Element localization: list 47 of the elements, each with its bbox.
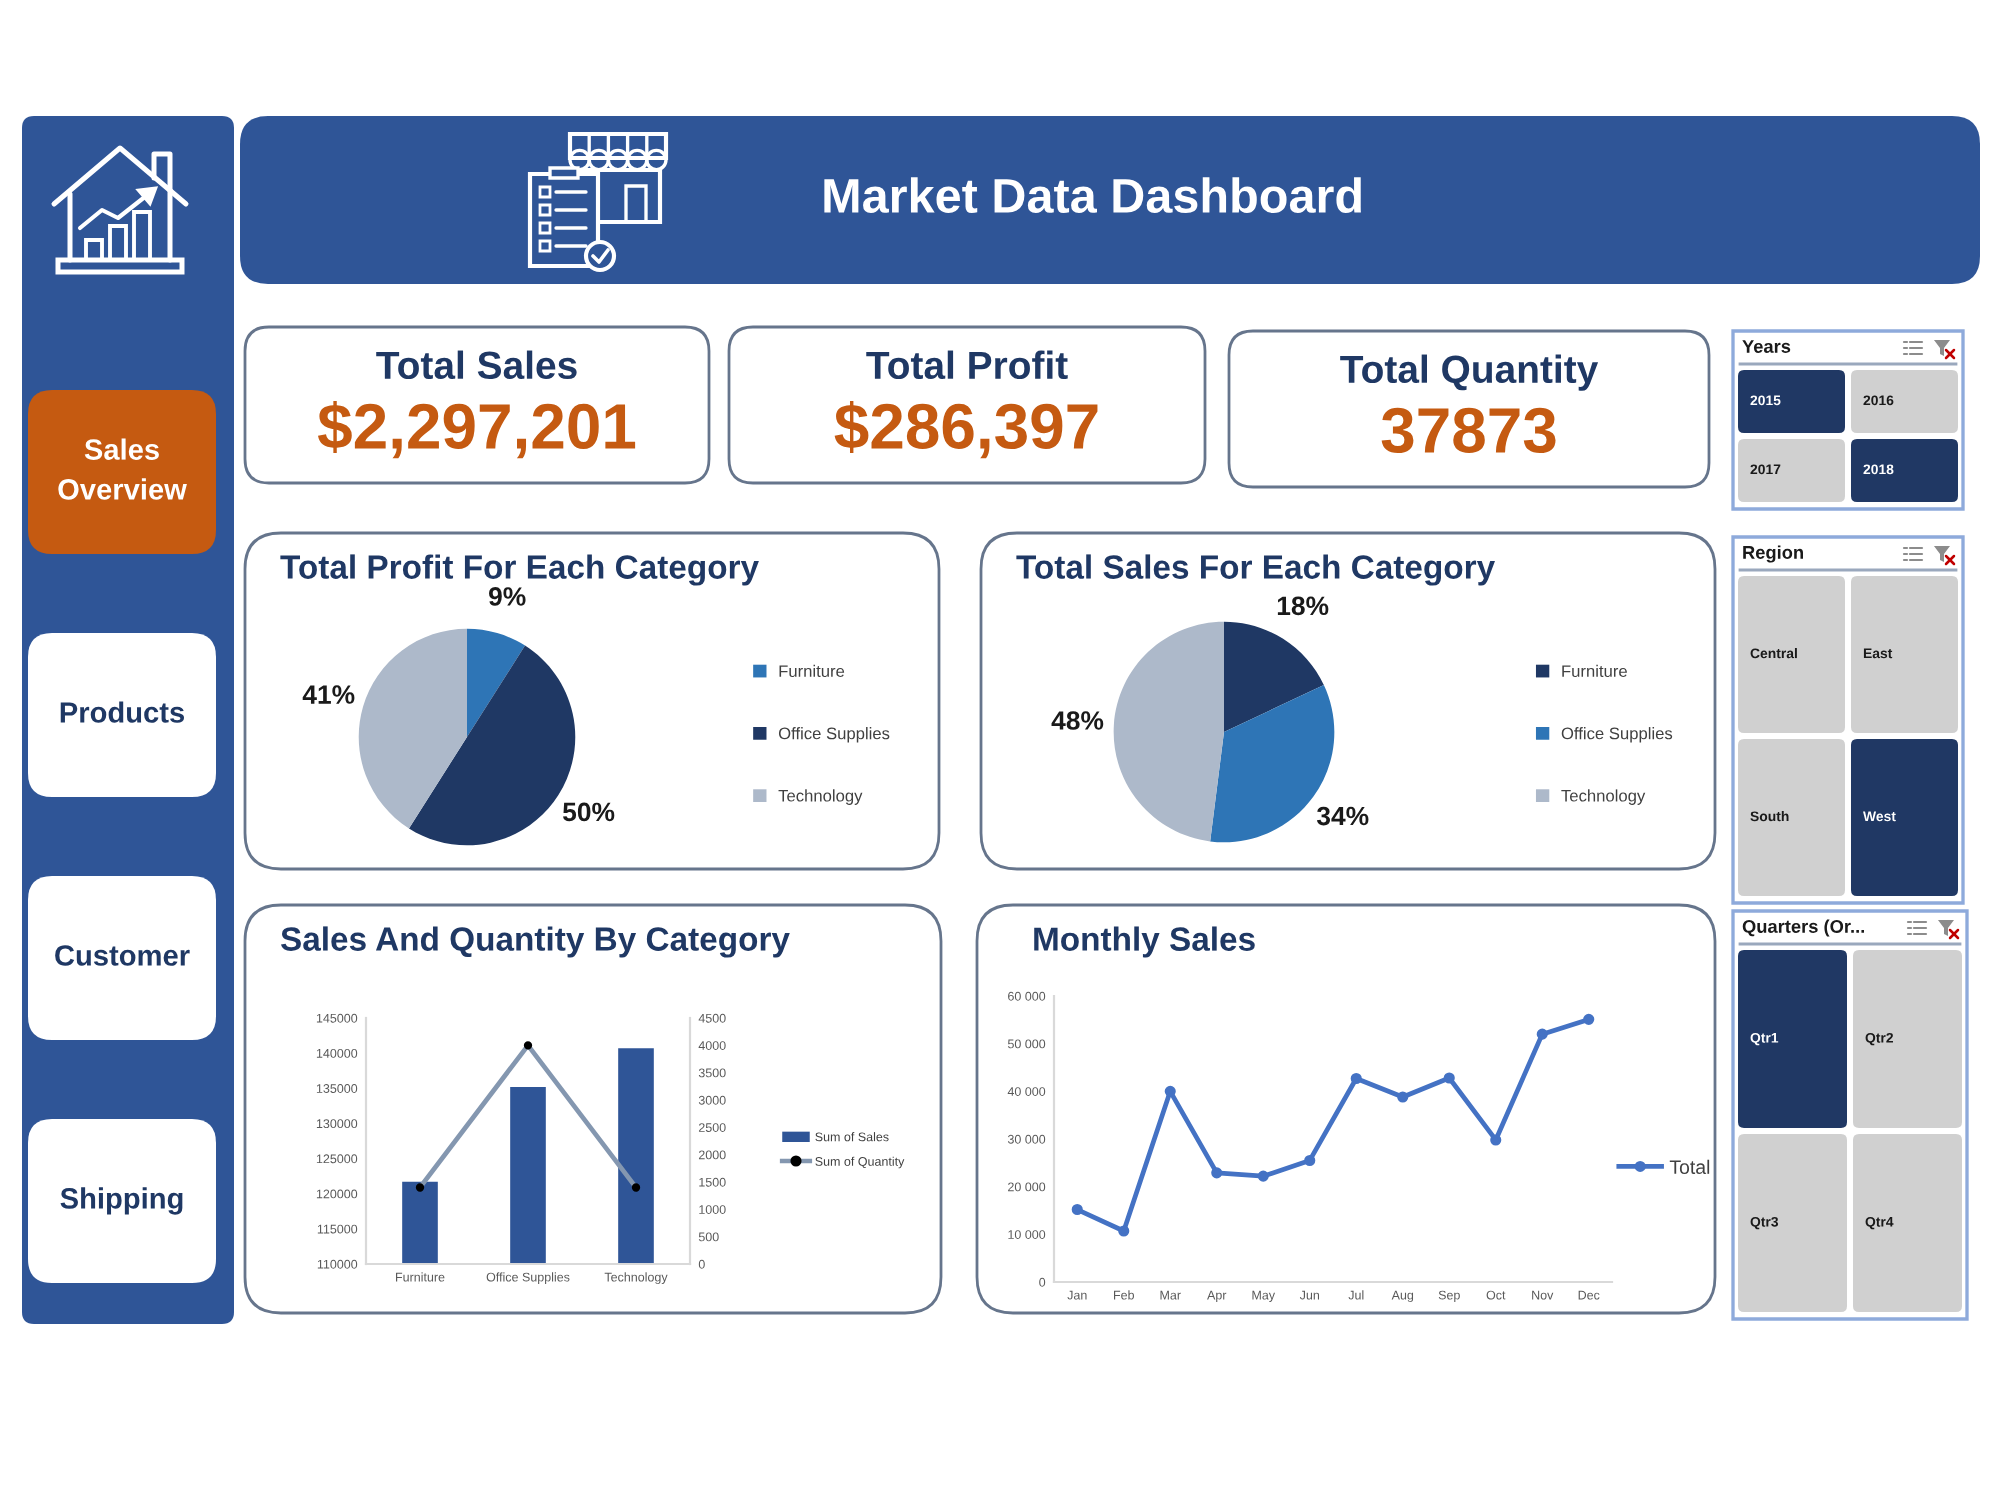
point [1304, 1154, 1316, 1167]
point [1443, 1072, 1455, 1084]
category-label: Customer [55, 945, 190, 966]
text: $2,297,201 [317, 400, 636, 459]
point [1071, 1203, 1083, 1216]
text: Market Data Dashboard [824, 177, 1361, 214]
text: Total Quantity [1340, 354, 1599, 391]
legend-label: Office Supplies [1561, 727, 1673, 743]
text: Total Sales [376, 350, 577, 380]
legend-label: Technology [778, 789, 863, 805]
category-label: Products [60, 701, 185, 723]
text: $286,397 [834, 400, 1098, 459]
data-label: 50% [562, 802, 615, 822]
point [1350, 1072, 1362, 1085]
chart-title: Total Sales For Each Category [1016, 554, 1495, 586]
legend-label: Furniture [1562, 664, 1627, 678]
point [1257, 1170, 1269, 1182]
category-label: Shipping [60, 1187, 183, 1215]
point [1211, 1167, 1223, 1179]
pie-slice [1224, 621, 1324, 732]
text: Region [1743, 545, 1803, 563]
pie-slice [358, 628, 467, 829]
point [1536, 1028, 1548, 1040]
text: Years [1742, 340, 1791, 353]
text: Total Profit [866, 350, 1068, 380]
point [1490, 1134, 1502, 1146]
data-label: 41% [302, 685, 355, 704]
legend-label: Furniture [779, 664, 845, 678]
chart-title: Total Profit For Each Category [280, 554, 759, 586]
pie-slice [467, 628, 526, 737]
legend-label: Total [1669, 1159, 1710, 1175]
data-label: 48% [1051, 711, 1104, 730]
text: Quarters (Or... [1742, 919, 1865, 937]
point [1583, 1013, 1595, 1025]
chart-title: Monthly Sales [1034, 926, 1255, 958]
data-label: 18% [1277, 596, 1329, 616]
point [1397, 1091, 1409, 1103]
point [1164, 1085, 1176, 1097]
pie-slice [1113, 621, 1224, 842]
text: 37873 [1381, 407, 1556, 454]
data-label: 9% [489, 587, 526, 606]
point [1118, 1225, 1130, 1237]
legend-label: Office Supplies [778, 727, 890, 743]
legend-label: Technology [1561, 789, 1646, 805]
chart-title: Sales And Quantity By Category [280, 926, 790, 958]
category-label: Sales Overview [58, 438, 187, 500]
data-label: 34% [1316, 806, 1369, 826]
